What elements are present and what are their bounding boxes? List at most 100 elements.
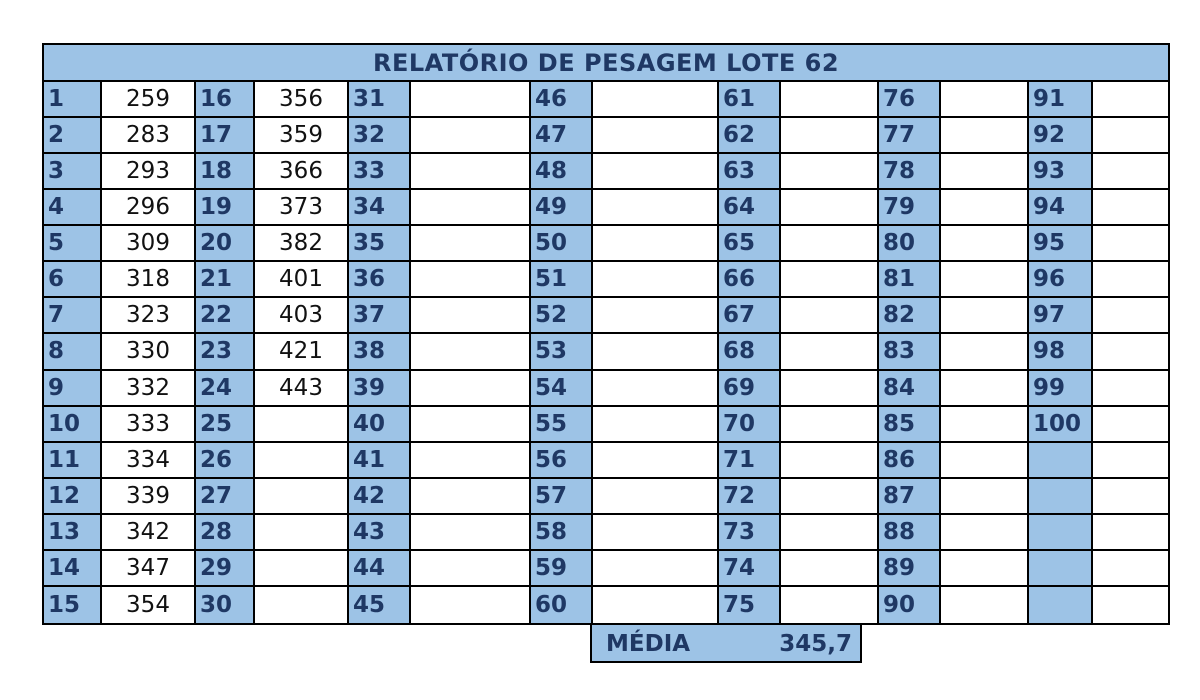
weight-value-cell [781,586,879,623]
animal-number-cell: 46 [531,82,593,119]
weight-value-cell: 259 [102,82,196,119]
animal-number-cell: 33 [349,154,411,191]
report-title: RELATÓRIO DE PESAGEM LOTE 62 [44,45,1168,82]
weight-value-cell: 373 [255,190,349,227]
weight-value-cell [781,334,879,371]
animal-number-cell: 76 [879,82,941,119]
animal-number-cell: 92 [1029,118,1093,155]
weight-value-cell [1093,370,1168,407]
animal-number-cell: 49 [531,190,593,227]
animal-number-cell: 91 [1029,82,1093,119]
animal-number-cell: 66 [719,262,781,299]
weight-value-cell [1093,154,1168,191]
weight-value-cell: 382 [255,226,349,263]
weight-value-cell [593,226,719,263]
animal-number-cell: 29 [196,550,255,587]
animal-number-cell: 87 [879,478,941,515]
weight-value-cell: 283 [102,118,196,155]
weight-value-cell [1093,262,1168,299]
weight-value-cell [1093,478,1168,515]
animal-number-cell: 78 [879,154,941,191]
weight-value-cell: 403 [255,298,349,335]
animal-number-cell: 82 [879,298,941,335]
animal-number-cell: 13 [44,514,102,551]
weight-value-cell [593,478,719,515]
weight-value-cell [593,82,719,119]
weight-value-cell [255,586,349,623]
weight-value-cell [411,298,531,335]
weight-value-cell [411,478,531,515]
animal-number-cell: 69 [719,370,781,407]
animal-number-cell: 10 [44,406,102,443]
weight-value-cell [411,82,531,119]
animal-number-cell: 27 [196,478,255,515]
weight-value-cell [941,586,1029,623]
weight-value-cell [941,334,1029,371]
weight-value-cell [255,514,349,551]
animal-number-cell: 59 [531,550,593,587]
weight-value-cell [593,586,719,623]
weight-value-cell [255,442,349,479]
weight-value-cell [411,154,531,191]
weight-value-cell [255,550,349,587]
animal-number-cell: 44 [349,550,411,587]
weight-value-cell [781,406,879,443]
animal-number-cell: 55 [531,406,593,443]
animal-number-cell: 24 [196,370,255,407]
animal-number-cell: 3 [44,154,102,191]
animal-number-cell: 83 [879,334,941,371]
weight-value-cell [411,190,531,227]
weight-value-cell: 323 [102,298,196,335]
animal-number-cell: 98 [1029,334,1093,371]
animal-number-cell: 28 [196,514,255,551]
animal-number-cell: 21 [196,262,255,299]
animal-number-cell: 4 [44,190,102,227]
weight-value-cell [411,262,531,299]
weight-value-cell: 342 [102,514,196,551]
animal-number-cell: 63 [719,154,781,191]
animal-number-cell: 16 [196,82,255,119]
weight-value-cell [941,190,1029,227]
weight-value-cell [781,442,879,479]
animal-number-cell: 56 [531,442,593,479]
weight-value-cell [941,550,1029,587]
animal-number-cell: 93 [1029,154,1093,191]
weight-value-cell [593,550,719,587]
weight-value-cell: 366 [255,154,349,191]
animal-number-cell: 72 [719,478,781,515]
animal-number-cell: 23 [196,334,255,371]
weight-value-cell: 332 [102,370,196,407]
animal-number-cell: 45 [349,586,411,623]
weight-value-cell: 339 [102,478,196,515]
weight-value-cell [411,118,531,155]
weight-value-cell: 293 [102,154,196,191]
weight-value-cell: 359 [255,118,349,155]
animal-number-cell: 84 [879,370,941,407]
weight-value-cell [941,262,1029,299]
weight-value-cell [1093,226,1168,263]
animal-number-cell: 30 [196,586,255,623]
weight-value-cell: 347 [102,550,196,587]
weight-value-cell [1093,82,1168,119]
animal-number-cell [1029,514,1093,551]
animal-number-cell: 80 [879,226,941,263]
weight-value-cell [781,118,879,155]
weight-value-cell: 443 [255,370,349,407]
average-label: MÉDIA [606,631,691,657]
animal-number-cell: 5 [44,226,102,263]
animal-number-cell: 79 [879,190,941,227]
animal-number-cell: 70 [719,406,781,443]
animal-number-cell: 65 [719,226,781,263]
weight-value-cell: 354 [102,586,196,623]
animal-number-cell: 88 [879,514,941,551]
weighing-report-table: RELATÓRIO DE PESAGEM LOTE 62 1 259 16 356 31… [42,43,1170,625]
animal-number-cell: 19 [196,190,255,227]
animal-number-cell: 17 [196,118,255,155]
animal-number-cell: 68 [719,334,781,371]
weight-value-cell [411,370,531,407]
animal-number-cell: 50 [531,226,593,263]
animal-number-cell: 39 [349,370,411,407]
animal-number-cell: 22 [196,298,255,335]
animal-number-cell: 42 [349,478,411,515]
weight-value-cell: 330 [102,334,196,371]
